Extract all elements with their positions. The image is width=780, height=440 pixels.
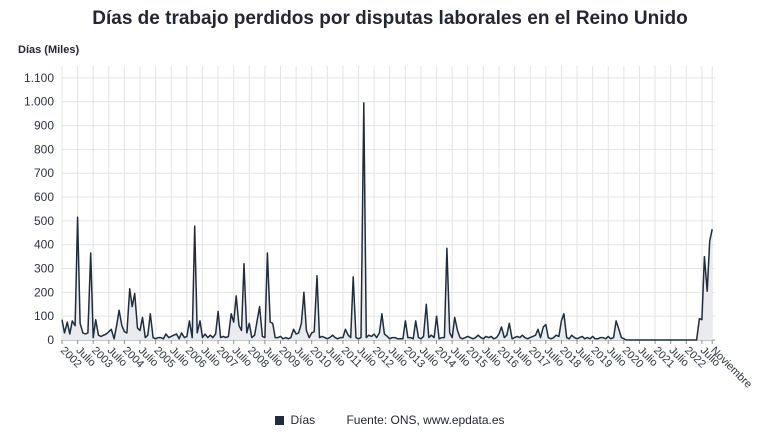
series-area-dias bbox=[62, 102, 713, 341]
legend: Días Fuente: ONS, www.epdata.es bbox=[0, 413, 780, 427]
legend-swatch bbox=[275, 416, 285, 425]
y-tick-label: 800 bbox=[34, 142, 54, 156]
y-tick-label: 1.000 bbox=[24, 95, 54, 109]
legend-item-dias: Días bbox=[275, 413, 315, 427]
y-tick-label: 300 bbox=[34, 262, 54, 276]
series-line-dias bbox=[61, 102, 713, 341]
y-tick-label: 600 bbox=[34, 190, 54, 204]
y-tick-label: 0 bbox=[47, 333, 54, 347]
y-tick-label: 100 bbox=[34, 309, 54, 323]
source-note: Fuente: ONS, www.epdata.es bbox=[346, 413, 505, 427]
y-tick-label: 200 bbox=[34, 285, 54, 299]
y-tick-label: 1.100 bbox=[24, 71, 54, 85]
y-tick-label: 900 bbox=[34, 119, 54, 133]
y-axis-unit-label: Días (Miles) bbox=[18, 44, 80, 56]
legend-label: Días bbox=[290, 413, 316, 427]
y-tick-label: 500 bbox=[34, 214, 54, 228]
y-tick-label: 700 bbox=[34, 166, 54, 180]
y-tick-label: 400 bbox=[34, 238, 54, 252]
chart-title: Días de trabajo perdidos por disputas la… bbox=[92, 8, 688, 29]
